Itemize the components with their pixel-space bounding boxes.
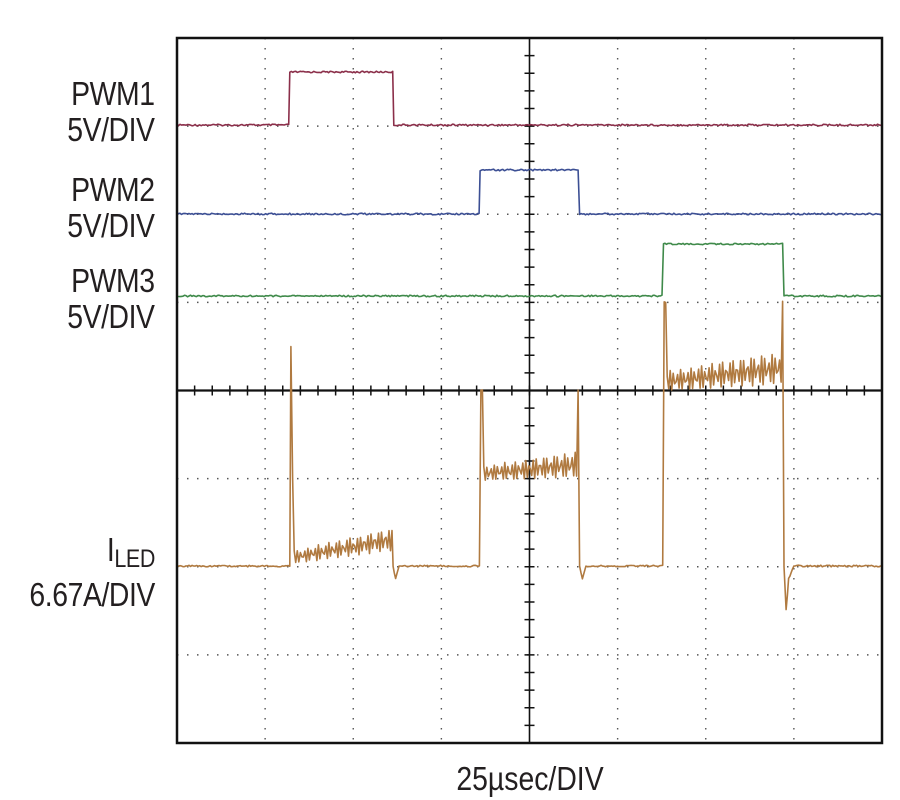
pwm1-name: PWM1 [71,75,156,112]
trace-pwm2 [176,168,883,216]
pwm1-label: PWM1 5V/DIV [67,75,156,148]
trace-pwm1 [176,70,883,127]
iled-name-sub: LED [114,545,155,573]
pwm2-name: PWM2 [71,171,156,208]
trace-iled [176,300,882,611]
iled-scale: 6.67A/DIV [29,576,156,613]
trace-pwm3 [177,242,883,298]
pwm3-scale: 5V/DIV [67,298,156,335]
pwm3-name: PWM3 [71,262,156,299]
iled-label: ILED 6.67A/DIV [29,532,156,613]
grid [177,38,882,743]
iled-name: ILED [30,532,155,577]
x-axis-label: 25µsec/DIV [456,760,604,797]
plot-frame [175,36,884,745]
pwm2-scale: 5V/DIV [67,207,156,244]
pwm2-label: PWM2 5V/DIV [67,171,156,244]
traces [176,70,883,611]
pwm1-scale: 5V/DIV [67,111,156,148]
iled-name-main: I [107,531,115,568]
pwm3-label: PWM3 5V/DIV [67,262,156,335]
